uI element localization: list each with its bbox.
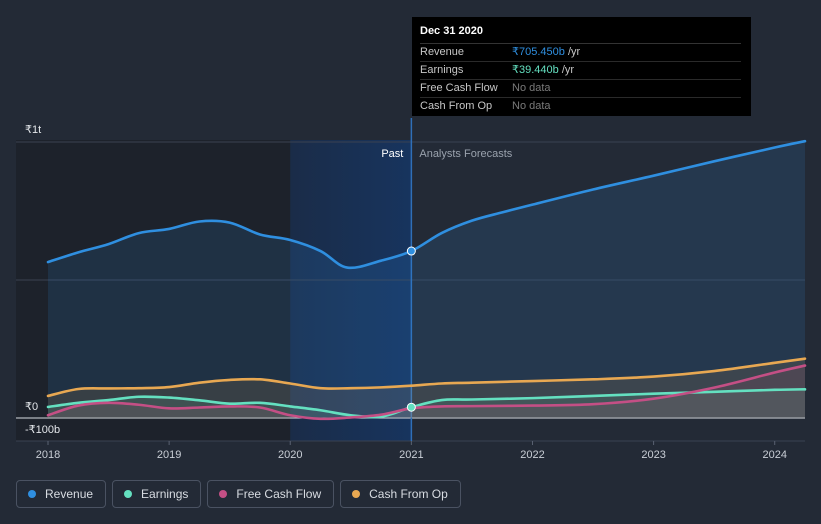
tooltip-row: Free Cash Flow No data [420, 80, 741, 98]
tooltip-row-value: ₹705.450b /yr [512, 44, 580, 61]
chart-legend: Revenue Earnings Free Cash Flow Cash From O… [16, 480, 461, 508]
hover-tooltip: Dec 31 2020 Revenue ₹705.450b /yr Earnings… [412, 17, 751, 116]
free-cash-flow-line [46, 364, 807, 421]
tooltip-row: Cash From Op No data [420, 98, 741, 115]
tooltip-value-number: No data [512, 82, 551, 94]
highlight-band [290, 140, 412, 441]
past-label: Past [381, 148, 403, 160]
legend-dot-icon [352, 490, 361, 498]
y-axis-label: ₹0 [25, 401, 38, 413]
tooltip-value-unit: /yr [564, 46, 581, 58]
forecast-label: Analysts Forecasts [419, 148, 512, 160]
legend-dot-icon [124, 490, 133, 498]
x-tick-label: 2021 [399, 449, 423, 461]
x-tick-label: 2018 [36, 449, 60, 461]
x-tick-label: 2024 [762, 449, 786, 461]
free-cash-flow-area [48, 365, 805, 419]
y-axis-label: ₹1t [25, 124, 41, 136]
legend-item-revenue[interactable]: Revenue [16, 480, 107, 508]
revenue-line [46, 139, 807, 270]
tooltip-value-unit: /yr [558, 64, 575, 76]
revenue-hover-marker [406, 246, 416, 256]
chart-canvas: ₹1t ₹0 -₹100b 2018 2019 2020 2021 2022 2023 2024 P… [16, 118, 807, 461]
x-tick-label: 2022 [520, 449, 544, 461]
tooltip-row-label: Revenue [420, 46, 465, 58]
tooltip-row: Earnings ₹39.440b /yr [420, 62, 741, 80]
legend-label: Earnings [141, 487, 189, 501]
legend-item-earnings[interactable]: Earnings [112, 480, 202, 508]
tooltip-value-number: ₹705.450b [512, 46, 565, 58]
x-tick-label: 2023 [641, 449, 665, 461]
legend-item-cash-from-op[interactable]: Cash From Op [340, 480, 461, 508]
y-axis-label: -₹100b [25, 424, 60, 436]
tooltip-value-number: ₹39.440b [512, 64, 559, 76]
x-tick-label: 2019 [157, 449, 181, 461]
x-tick-label: 2020 [278, 449, 302, 461]
legend-item-free-cash-flow[interactable]: Free Cash Flow [207, 480, 335, 508]
earnings-line [46, 387, 807, 419]
legend-label: Revenue [45, 487, 94, 501]
tooltip-row-value: ₹39.440b /yr [512, 62, 574, 79]
legend-label: Free Cash Flow [236, 487, 322, 501]
legend-dot-icon [219, 490, 228, 498]
tooltip-date: Dec 31 2020 [420, 23, 741, 44]
tooltip-row-value: No data [512, 98, 551, 115]
legend-dot-icon [28, 490, 36, 498]
tooltip-row: Revenue ₹705.450b /yr [420, 44, 741, 62]
tooltip-row-label: Earnings [420, 64, 464, 76]
earnings-hover-marker [406, 402, 416, 412]
tooltip-value-number: No data [512, 100, 551, 112]
tooltip-row-label: Cash From Op [420, 100, 493, 112]
revenue-area [48, 141, 805, 418]
legend-label: Cash From Op [369, 487, 448, 501]
cash-from-op-line [46, 357, 807, 398]
tooltip-row-value: No data [512, 80, 551, 97]
tooltip-row-label: Free Cash Flow [420, 82, 498, 94]
